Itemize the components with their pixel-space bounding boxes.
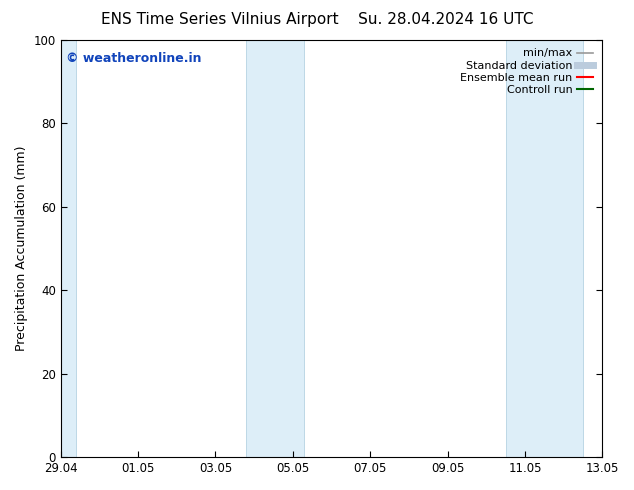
Bar [61,40,76,457]
Y-axis label: Precipitation Accumulation (mm): Precipitation Accumulation (mm) [15,146,28,351]
Bar [505,40,583,457]
Text: © weatheronline.in: © weatheronline.in [66,52,202,65]
Legend: min/max, Standard deviation, Ensemble mean run, Controll run: min/max, Standard deviation, Ensemble me… [456,45,597,98]
Bar [247,40,304,457]
Text: ENS Time Series Vilnius Airport    Su. 28.04.2024 16 UTC: ENS Time Series Vilnius Airport Su. 28.0… [101,12,533,27]
